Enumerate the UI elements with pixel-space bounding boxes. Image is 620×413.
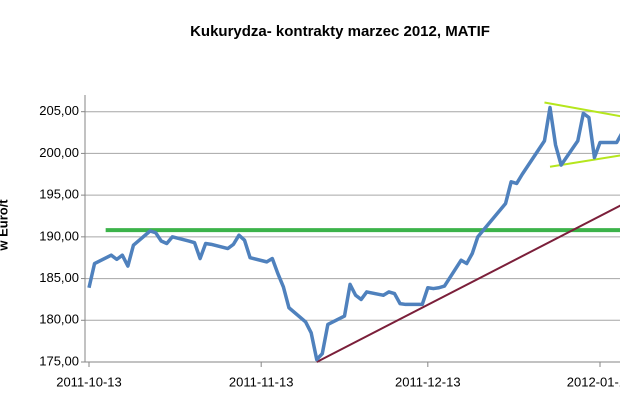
x-tick-label: 2011-10-13 <box>56 374 122 389</box>
trend-line <box>316 204 620 363</box>
y-tick-label: 200,00 <box>39 145 79 160</box>
y-tick-label: 205,00 <box>39 103 79 118</box>
y-tick-label: 190,00 <box>39 228 79 243</box>
x-tick-label: 2011-12-13 <box>395 374 461 389</box>
y-axis-label: w Euro/t <box>0 199 10 252</box>
y-tick-label: 175,00 <box>39 353 79 368</box>
series-line <box>87 105 620 362</box>
chart-title: Kukurydza- kontrakty marzec 2012, MATIF <box>190 23 490 40</box>
x-tick-label: 2011-11-13 <box>229 374 294 389</box>
trend-line <box>544 101 620 118</box>
y-tick-label: 195,00 <box>39 187 79 202</box>
x-tick-label: 2012-01-13 <box>567 374 620 389</box>
y-tick-label: 185,00 <box>39 270 79 285</box>
y-tick-label: 180,00 <box>39 312 79 327</box>
